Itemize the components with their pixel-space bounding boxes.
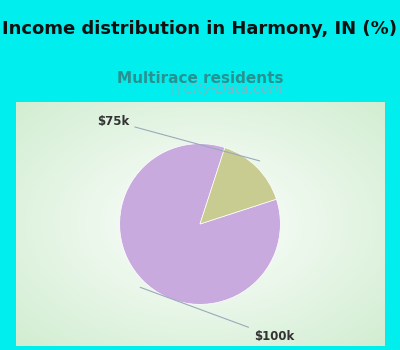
- Text: $75k: $75k: [97, 114, 260, 161]
- Wedge shape: [120, 144, 280, 304]
- Text: Multirace residents: Multirace residents: [117, 71, 283, 86]
- Text: ⓘ City-Data.com: ⓘ City-Data.com: [171, 82, 282, 96]
- Wedge shape: [200, 148, 276, 224]
- Text: $100k: $100k: [140, 287, 294, 343]
- Text: Income distribution in Harmony, IN (%): Income distribution in Harmony, IN (%): [2, 20, 398, 38]
